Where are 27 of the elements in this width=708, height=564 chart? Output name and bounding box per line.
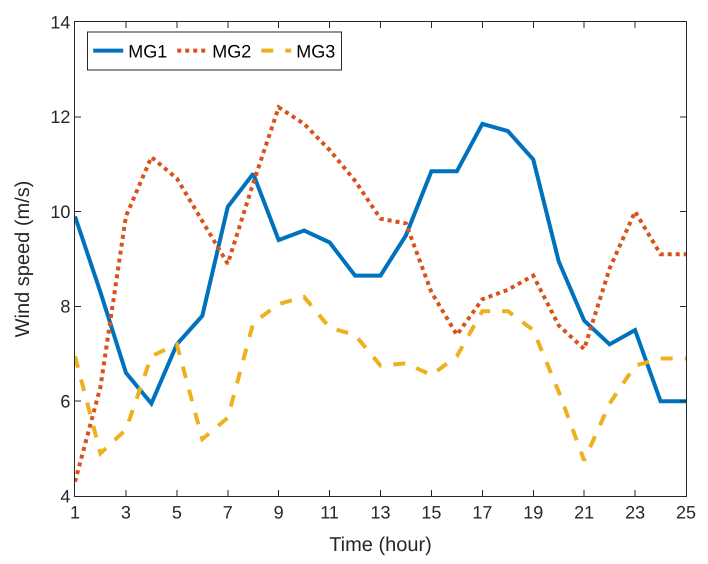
legend-label: MG3 <box>296 42 336 62</box>
y-tick-label: 14 <box>50 12 70 32</box>
x-tick-label: 25 <box>676 502 696 523</box>
x-tick-label: 19 <box>523 502 544 523</box>
x-tick-label: 13 <box>370 502 391 523</box>
x-tick-label: 15 <box>421 502 442 523</box>
x-tick-label: 7 <box>222 502 233 523</box>
x-tick-label: 1 <box>70 502 80 523</box>
line-series <box>75 294 686 462</box>
y-tick-label: 6 <box>60 392 70 412</box>
x-tick-label: 23 <box>625 502 646 523</box>
y-tick-label: 4 <box>60 486 70 506</box>
x-tick-label: 21 <box>574 502 594 523</box>
y-tick-label: 8 <box>60 296 70 317</box>
legend-label: MG1 <box>128 42 168 62</box>
x-tick-label: 11 <box>320 502 339 523</box>
y-tick-label: 12 <box>50 107 70 128</box>
x-tick-label: 17 <box>472 502 492 523</box>
line-series <box>75 105 686 484</box>
legend-label: MG2 <box>212 42 252 62</box>
y-axis-title: Wind speed (m/s) <box>12 180 34 338</box>
x-tick-label: 5 <box>172 502 182 523</box>
x-tick-label: 3 <box>120 502 131 523</box>
line-series <box>75 122 686 406</box>
y-tick-label: 10 <box>50 202 70 222</box>
x-tick-label: 9 <box>274 502 284 523</box>
x-axis-title: Time (hour) <box>329 534 432 556</box>
